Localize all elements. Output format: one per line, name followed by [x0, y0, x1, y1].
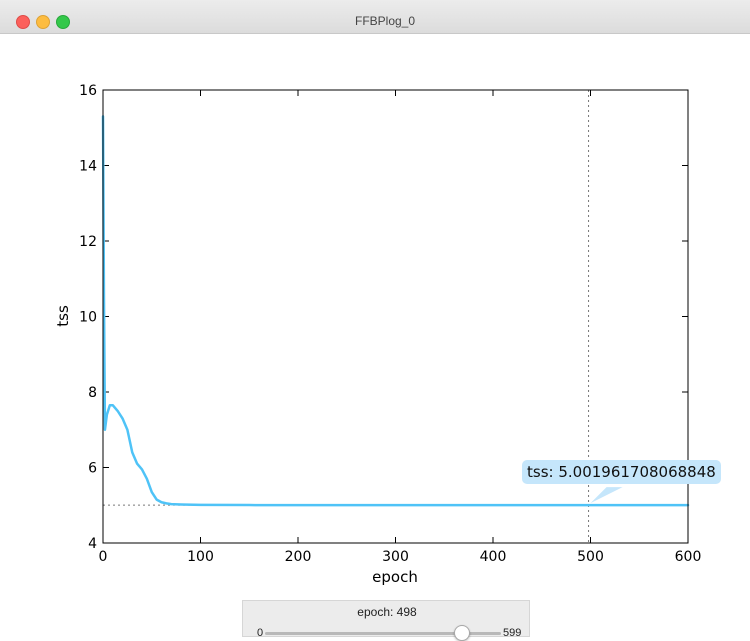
minimize-window-button[interactable]: [36, 15, 50, 29]
slider-track[interactable]: [265, 632, 501, 635]
window-titlebar: FFBPlog_0: [0, 0, 750, 34]
value-tooltip: tss: 5.001961708068848: [522, 460, 721, 484]
close-window-button[interactable]: [16, 15, 30, 29]
x-tick-label: 200: [285, 549, 312, 565]
tss-chart[interactable]: 0 100 200 300 400 500 600 4 6 8 10 12 14 16 epoch ts…: [0, 33, 750, 595]
y-tick-label: 4: [88, 536, 97, 552]
x-tick-label: 400: [480, 549, 507, 565]
x-tick-label: 0: [99, 549, 108, 565]
y-tick-label: 14: [79, 159, 97, 175]
slider-max-label: 599: [503, 627, 522, 639]
x-tick-label: 500: [577, 549, 604, 565]
y-tick-label: 16: [79, 83, 97, 99]
slider-thumb[interactable]: [454, 625, 471, 641]
y-axis-label: tss: [54, 305, 72, 327]
y-tick-label: 12: [79, 234, 97, 250]
epoch-slider[interactable]: epoch: 498 0 599: [242, 600, 530, 641]
x-tick-label: 100: [187, 549, 214, 565]
y-tick-label: 8: [88, 385, 97, 401]
y-tick-label: 6: [88, 461, 97, 477]
x-tick-label: 600: [675, 549, 702, 565]
tooltip-pointer: [590, 487, 623, 504]
x-tick-label: 300: [382, 549, 409, 565]
tss-series-line: [101, 115, 690, 507]
maximize-window-button[interactable]: [56, 15, 70, 29]
x-axis-label: epoch: [372, 568, 418, 586]
slider-min-label: 0: [257, 627, 264, 639]
epoch-slider-label: epoch: 498: [357, 605, 417, 619]
window-title: FFBPlog_0: [354, 14, 416, 28]
y-tick-label: 10: [79, 310, 97, 326]
